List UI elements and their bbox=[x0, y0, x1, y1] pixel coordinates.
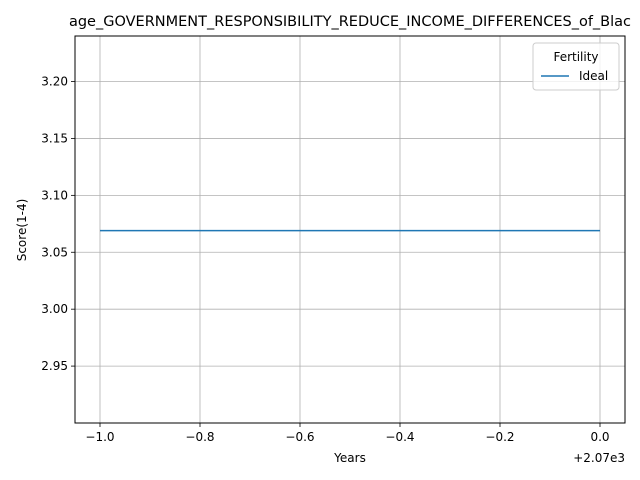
legend-box bbox=[532, 42, 620, 91]
x-tick-label: −0.6 bbox=[285, 430, 314, 444]
grid-lines bbox=[75, 36, 625, 423]
y-tick-label: 3.15 bbox=[41, 131, 68, 145]
plot-area bbox=[75, 36, 625, 423]
legend: Fertility Ideal bbox=[532, 42, 620, 91]
y-tick-label: 2.95 bbox=[41, 359, 68, 373]
y-tick-label: 3.20 bbox=[41, 75, 68, 89]
y-axis-ticks: 2.95 3.00 3.05 3.10 3.15 3.20 bbox=[41, 75, 75, 373]
x-axis-ticks: −1.0 −0.8 −0.6 −0.4 −0.2 0.0 bbox=[85, 423, 610, 444]
plot-frame bbox=[74, 35, 626, 424]
x-tick-label: −0.2 bbox=[485, 430, 514, 444]
x-tick-label: 0.0 bbox=[590, 430, 609, 444]
x-axis-offset-label: +2.07e3 bbox=[573, 451, 625, 465]
legend-label-ideal: Ideal bbox=[579, 69, 608, 83]
x-axis-label: Years bbox=[333, 451, 366, 465]
y-tick-label: 3.10 bbox=[41, 188, 68, 202]
legend-title: Fertility bbox=[553, 50, 598, 64]
y-axis-label: Score(1-4) bbox=[15, 199, 29, 262]
y-tick-label: 3.05 bbox=[41, 245, 68, 259]
x-tick-label: −1.0 bbox=[85, 430, 114, 444]
chart-title: age_GOVERNMENT_RESPONSIBILITY_REDUCE_INC… bbox=[69, 14, 631, 30]
x-tick-label: −0.4 bbox=[385, 430, 414, 444]
y-tick-label: 3.00 bbox=[41, 302, 68, 316]
x-tick-label: −0.8 bbox=[185, 430, 214, 444]
